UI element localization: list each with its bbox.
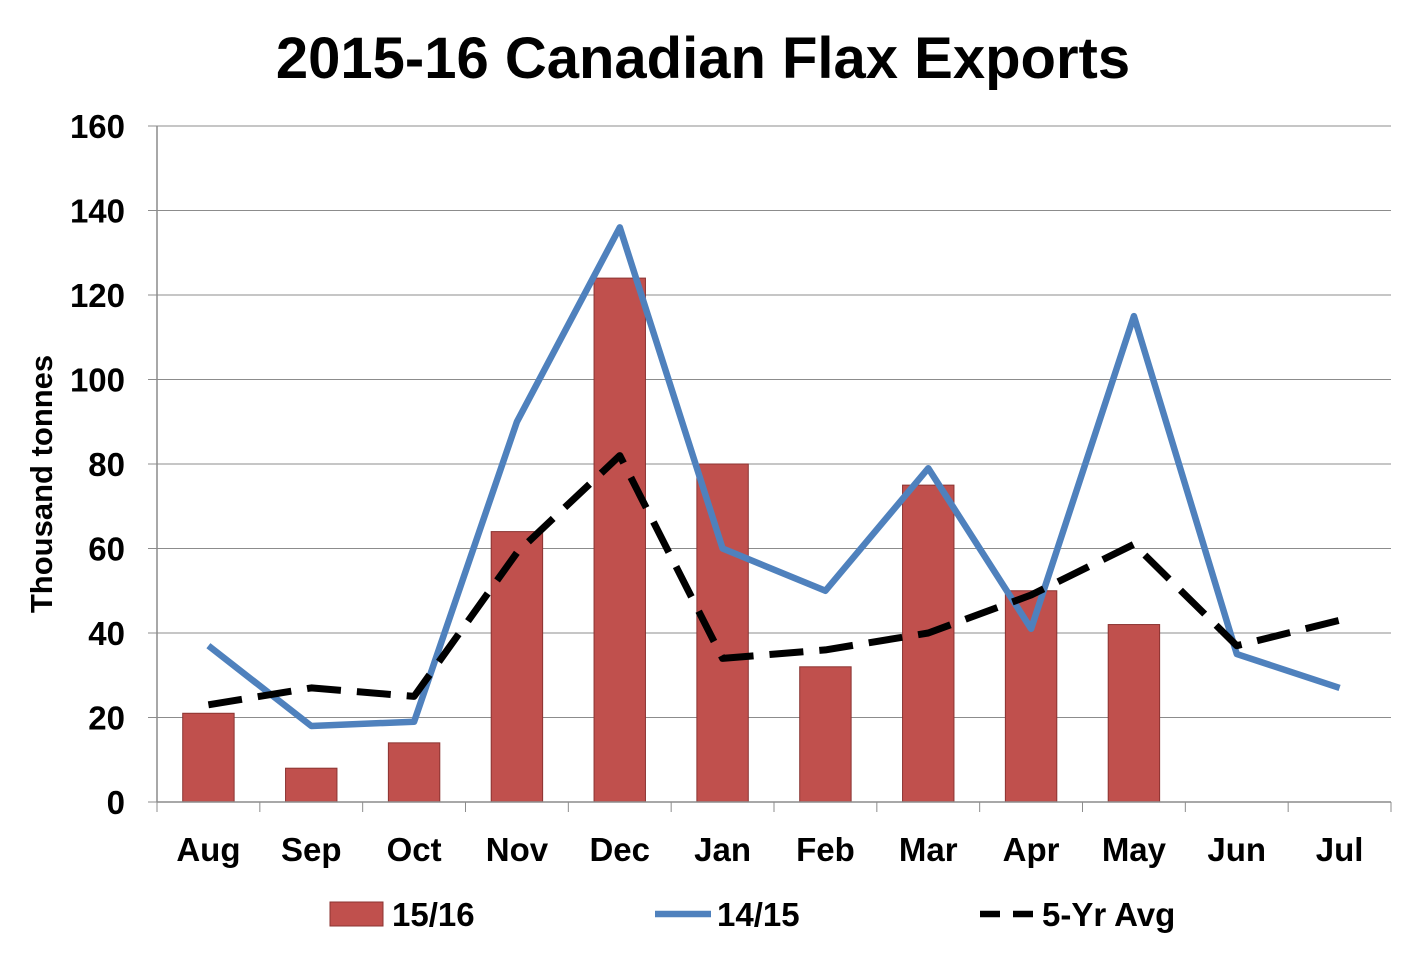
y-tick-label: 140 [70,193,125,230]
y-tick-label: 0 [107,784,125,821]
bar [285,767,338,803]
bar [387,742,441,803]
y-tick-label: 100 [70,362,125,399]
legend-label: 5-Yr Avg [1042,896,1175,933]
bar [902,484,955,803]
x-tick-label: Jul [1316,831,1364,868]
x-tick-label: Nov [486,831,549,868]
x-tick-label: Sep [281,831,342,868]
y-tick-label: 60 [88,531,125,568]
x-tick-label: Dec [589,831,650,868]
x-tick-label: Jan [694,831,751,868]
x-tick-label: Jun [1207,831,1266,868]
x-tick-label: Feb [796,831,855,868]
x-tick-label: Apr [1003,831,1060,868]
legend: 15/16 14/15 5-Yr Avg [329,896,1175,933]
line-series [206,224,1341,730]
chart-title: 2015-16 Canadian Flax Exports [276,26,1130,91]
y-axis-ticks: 0 20 40 60 80 100 120 140 160 [70,108,125,821]
bar [182,712,235,803]
legend-label: 14/15 [717,896,800,933]
bar [593,277,646,803]
series-line [207,452,1341,709]
x-tick-label: Mar [899,831,958,868]
y-tick-label: 160 [70,108,125,145]
x-axis-ticks: Aug Sep Oct Nov Dec Jan Feb Mar Apr May Jun Jul [176,831,1363,868]
bar [799,666,852,803]
series-line [206,224,1341,730]
y-tick-label: 120 [70,277,125,314]
x-tick-label: Oct [387,831,442,868]
x-tick-label: May [1102,831,1167,868]
legend-label: 15/16 [392,896,475,933]
y-tick-label: 80 [88,446,125,483]
bar [696,463,749,803]
y-tick-label: 40 [88,615,125,652]
gridlines [148,125,1391,803]
y-axis-title: Thousand tonnes [24,355,59,613]
axes [156,126,1392,812]
y-tick-label: 20 [88,700,125,737]
x-tick-label: Aug [176,831,240,868]
legend-swatch [329,901,384,927]
bar [1107,624,1161,803]
